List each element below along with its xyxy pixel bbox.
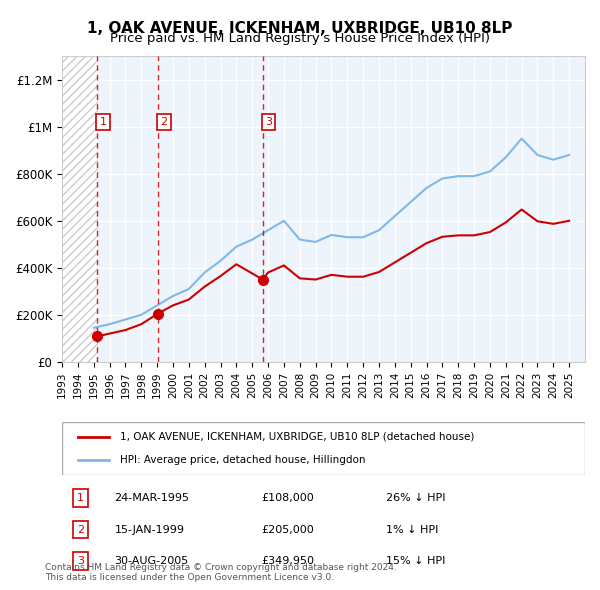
Text: 3: 3 bbox=[265, 117, 272, 127]
Text: 3: 3 bbox=[77, 556, 84, 566]
Text: 1, OAK AVENUE, ICKENHAM, UXBRIDGE, UB10 8LP: 1, OAK AVENUE, ICKENHAM, UXBRIDGE, UB10 … bbox=[88, 21, 512, 35]
Text: Price paid vs. HM Land Registry's House Price Index (HPI): Price paid vs. HM Land Registry's House … bbox=[110, 32, 490, 45]
Text: 26% ↓ HPI: 26% ↓ HPI bbox=[386, 493, 446, 503]
FancyBboxPatch shape bbox=[62, 422, 585, 475]
Bar bbox=[62, 56, 98, 362]
Text: HPI: Average price, detached house, Hillingdon: HPI: Average price, detached house, Hill… bbox=[119, 455, 365, 465]
Text: 15-JAN-1999: 15-JAN-1999 bbox=[115, 525, 184, 535]
Text: 15% ↓ HPI: 15% ↓ HPI bbox=[386, 556, 446, 566]
Text: Contains HM Land Registry data © Crown copyright and database right 2024.
This d: Contains HM Land Registry data © Crown c… bbox=[45, 563, 397, 582]
Text: 24-MAR-1995: 24-MAR-1995 bbox=[115, 493, 190, 503]
Text: 1% ↓ HPI: 1% ↓ HPI bbox=[386, 525, 439, 535]
Text: 1, OAK AVENUE, ICKENHAM, UXBRIDGE, UB10 8LP (detached house): 1, OAK AVENUE, ICKENHAM, UXBRIDGE, UB10 … bbox=[119, 432, 474, 442]
Text: 30-AUG-2005: 30-AUG-2005 bbox=[115, 556, 188, 566]
Text: £349,950: £349,950 bbox=[261, 556, 314, 566]
Text: 2: 2 bbox=[160, 117, 167, 127]
Text: £205,000: £205,000 bbox=[261, 525, 314, 535]
Text: 2: 2 bbox=[77, 525, 84, 535]
Text: 1: 1 bbox=[100, 117, 107, 127]
Text: 1: 1 bbox=[77, 493, 84, 503]
Text: £108,000: £108,000 bbox=[261, 493, 314, 503]
